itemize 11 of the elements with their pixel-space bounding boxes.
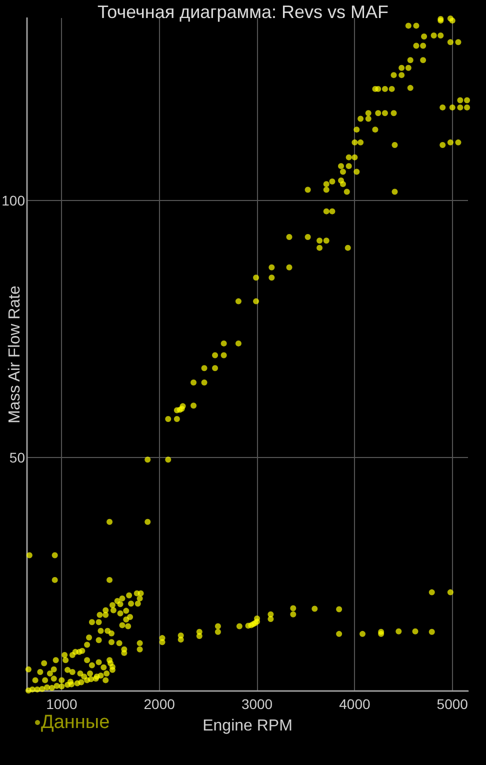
x-tick-label: 4000 xyxy=(339,696,370,712)
x-axis-title: Engine RPM xyxy=(202,718,292,734)
y-axis-title: Mass Air Flow Rate xyxy=(6,285,24,424)
x-tick-label: 3000 xyxy=(241,696,273,712)
x-tick-label: 5000 xyxy=(436,696,468,712)
y-tick-label: 50 xyxy=(9,450,26,466)
chart-title: Точечная диаграмма: Revs vs MAF xyxy=(98,2,388,22)
y-tick-label: 100 xyxy=(2,192,26,209)
x-tick-label: 1000 xyxy=(46,696,78,712)
legend-label: Данные xyxy=(41,712,110,733)
x-tick-label: 2000 xyxy=(144,696,176,712)
